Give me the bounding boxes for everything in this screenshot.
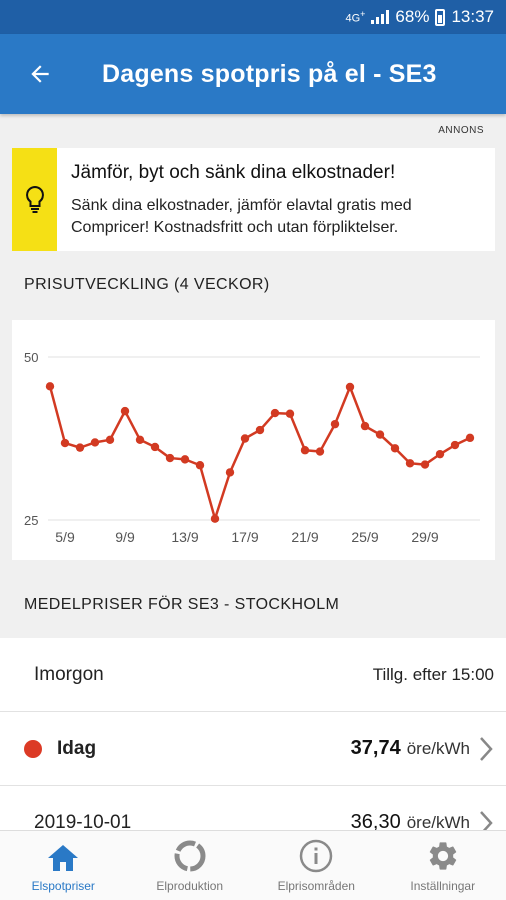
chevron-right-icon (480, 736, 493, 761)
data-point (210, 514, 220, 523)
data-point (330, 419, 340, 429)
ad-body: Sänk dina elkostnader, jämför elavtal gr… (71, 197, 412, 236)
data-point (180, 455, 190, 464)
y-tick-label: 25 (24, 513, 38, 528)
gear-icon (429, 842, 456, 870)
nav-elspotpriser[interactable]: Elspotpriser (0, 831, 127, 900)
data-point (165, 453, 175, 463)
data-point (225, 468, 235, 477)
nav-elproduktion[interactable]: Elproduktion (127, 831, 254, 900)
price-row-tomorrow: Imorgon Tillg. efter 15:00 (0, 638, 506, 712)
chart-section-title: PRISUTVECKLING (4 VECKOR) (24, 276, 270, 293)
back-button[interactable] (14, 48, 66, 100)
data-point (60, 438, 70, 448)
price-chart-svg: 50 25 5/9 9/9 13/9 17/9 21/9 25/9 29/9 (24, 350, 480, 545)
y-tick-label: 50 (24, 350, 38, 365)
page-title: Dagens spotpris på el - SE3 (102, 59, 437, 88)
data-point (45, 382, 55, 391)
data-point (390, 444, 400, 453)
row-label: Imorgon (34, 663, 104, 685)
data-point (450, 440, 460, 450)
row-label: 2019-10-01 (34, 811, 132, 833)
data-point (420, 460, 430, 469)
nav-label: Elproduktion (156, 879, 224, 893)
home-icon (48, 845, 79, 871)
app-bar: Dagens spotpris på el - SE3 (0, 34, 506, 114)
nav-label: Elspotpriser (31, 879, 95, 893)
clock: 13:37 (451, 7, 494, 26)
price-unit: öre/kWh (406, 738, 470, 758)
row-label: Idag (57, 737, 97, 759)
ad-title: Jämför, byt och sänk dina elkostnader! (71, 162, 396, 183)
data-point (270, 408, 280, 418)
price-series-line (48, 385, 471, 520)
data-point (405, 459, 415, 468)
price-list: Imorgon Tillg. efter 15:00 Idag 37,74 ör… (0, 638, 506, 860)
signal-icon (371, 10, 390, 24)
x-tick-label: 21/9 (291, 529, 318, 545)
data-point (195, 461, 205, 470)
data-point (105, 435, 115, 445)
x-tick-label: 9/9 (115, 529, 135, 545)
chevron-right-icon (480, 810, 493, 835)
price-value: 36,30 (350, 811, 401, 833)
x-tick-label: 17/9 (231, 529, 258, 545)
ring-icon (174, 840, 206, 872)
back-arrow-icon (31, 65, 49, 83)
ad-label: ANNONS (438, 125, 484, 136)
price-unit: öre/kWh (406, 812, 470, 832)
row-info: Tillg. efter 15:00 (372, 664, 494, 684)
status-bar: 4G+ 68% 13:37 (0, 0, 506, 34)
nav-installningar[interactable]: Inställningar (380, 831, 506, 900)
prices-section-title: MEDELPRISER FÖR SE3 - STOCKHOLM (24, 596, 340, 613)
x-tick-label: 5/9 (55, 529, 75, 545)
x-tick-label: 13/9 (171, 529, 198, 545)
network-indicator: 4G+ (345, 9, 366, 25)
price-row-today[interactable]: Idag 37,74 öre/kWh (0, 712, 506, 786)
data-point (360, 421, 370, 431)
data-point (135, 435, 145, 445)
price-chart: 50 25 5/9 9/9 13/9 17/9 21/9 25/9 29/9 (12, 320, 495, 560)
data-point (120, 406, 130, 416)
ad-banner[interactable]: Jämför, byt och sänk dina elkostnader! S… (12, 148, 495, 251)
data-point (75, 443, 85, 452)
ad-icon-box (12, 148, 57, 251)
data-point (240, 434, 250, 443)
data-point (375, 430, 385, 439)
today-indicator-dot (24, 739, 42, 758)
data-point (285, 409, 295, 418)
data-point (435, 449, 445, 459)
battery-percent: 68% (395, 7, 430, 26)
nav-elprisomraden[interactable]: Elprisområden (253, 831, 380, 900)
price-value: 37,74 (350, 737, 401, 759)
data-point (465, 433, 475, 443)
x-tick-label: 25/9 (351, 529, 378, 545)
data-point (255, 425, 265, 435)
data-point (300, 446, 310, 455)
data-point (315, 447, 325, 456)
x-tick-label: 29/9 (411, 529, 438, 545)
nav-label: Inställningar (410, 879, 476, 893)
bottom-navigation: Elspotpriser Elproduktion Elprisområden … (0, 830, 506, 900)
battery-icon (435, 8, 446, 26)
data-point (345, 382, 355, 392)
nav-label: Elprisområden (277, 879, 355, 893)
info-icon (300, 839, 333, 873)
lightbulb-icon (25, 185, 44, 213)
data-point (90, 438, 100, 447)
data-point (150, 442, 160, 452)
